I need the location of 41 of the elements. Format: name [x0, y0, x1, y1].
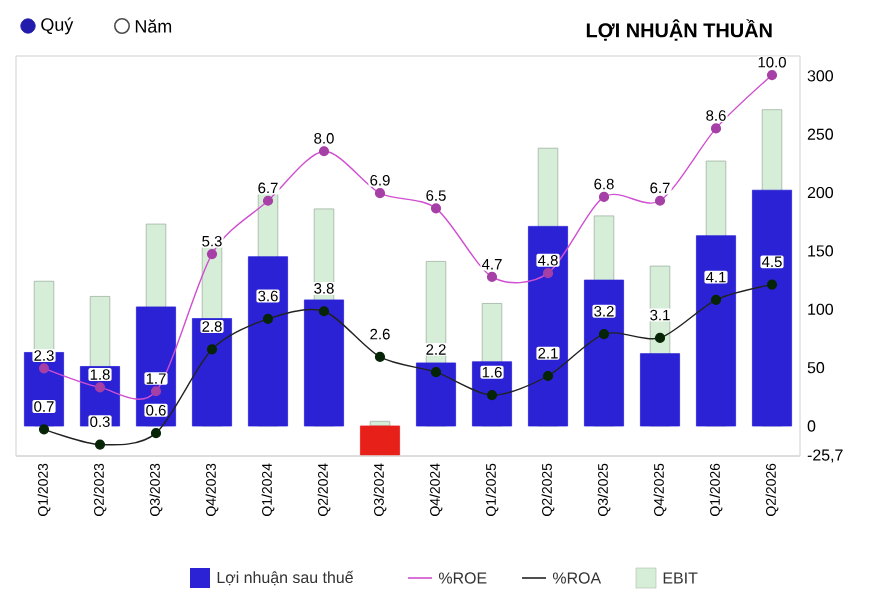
point	[374, 351, 386, 363]
bar	[584, 279, 624, 427]
point	[262, 195, 274, 206]
text: Quý	[41, 17, 74, 35]
point	[766, 69, 778, 81]
bar	[192, 318, 232, 427]
point	[654, 195, 666, 206]
bar	[360, 425, 400, 456]
point	[430, 367, 442, 378]
point	[38, 363, 50, 374]
point	[542, 268, 554, 279]
bar	[528, 226, 568, 427]
point	[542, 370, 554, 382]
bar	[640, 353, 680, 427]
point	[94, 382, 106, 393]
point	[654, 332, 666, 343]
point	[430, 203, 442, 214]
point	[598, 191, 610, 203]
bar	[416, 362, 456, 427]
point	[262, 313, 274, 324]
point	[486, 389, 498, 401]
point	[206, 344, 218, 355]
point	[94, 439, 106, 450]
point	[486, 271, 498, 283]
point	[206, 249, 218, 260]
point	[710, 294, 722, 305]
chart-title: LỢI NHUẬN THUẦN	[586, 19, 772, 41]
point	[598, 329, 610, 340]
bar	[304, 299, 344, 427]
point	[766, 279, 778, 290]
point	[318, 306, 330, 317]
bar	[248, 256, 288, 427]
point	[710, 123, 722, 134]
bar	[752, 189, 793, 427]
point	[374, 188, 386, 199]
point	[150, 386, 162, 397]
point	[150, 428, 162, 439]
point	[318, 146, 330, 157]
bar	[696, 235, 737, 427]
point	[38, 424, 50, 435]
text: Năm	[135, 19, 172, 33]
